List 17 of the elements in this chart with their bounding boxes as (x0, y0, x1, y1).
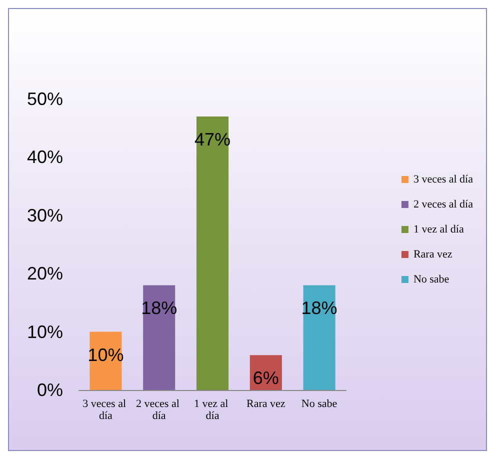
x-tick-label: 2 veces al día (136, 398, 182, 422)
y-tick-label: 40% (26, 147, 63, 168)
y-tick-label: 10% (26, 322, 63, 342)
legend-label: 2 veces al día (413, 198, 474, 210)
data-label: 6% (252, 368, 279, 388)
y-tick-label: 20% (26, 264, 63, 284)
legend-label: No sabe (413, 274, 450, 286)
y-tick-label: 0% (36, 380, 63, 400)
x-tick-label: Rara vez (246, 398, 286, 410)
legend-label: Rara vez (413, 248, 452, 260)
x-tick-label: 1 vez al día (194, 398, 231, 422)
y-tick-label: 50% (26, 89, 63, 109)
y-tick-label: 30% (26, 205, 63, 226)
x-tick-label: 3 veces al día (82, 398, 129, 422)
legend-label: 1 vez al día (413, 224, 464, 236)
legend-label: 3 veces al día (413, 174, 474, 186)
x-tick-label: No sabe (301, 398, 338, 410)
